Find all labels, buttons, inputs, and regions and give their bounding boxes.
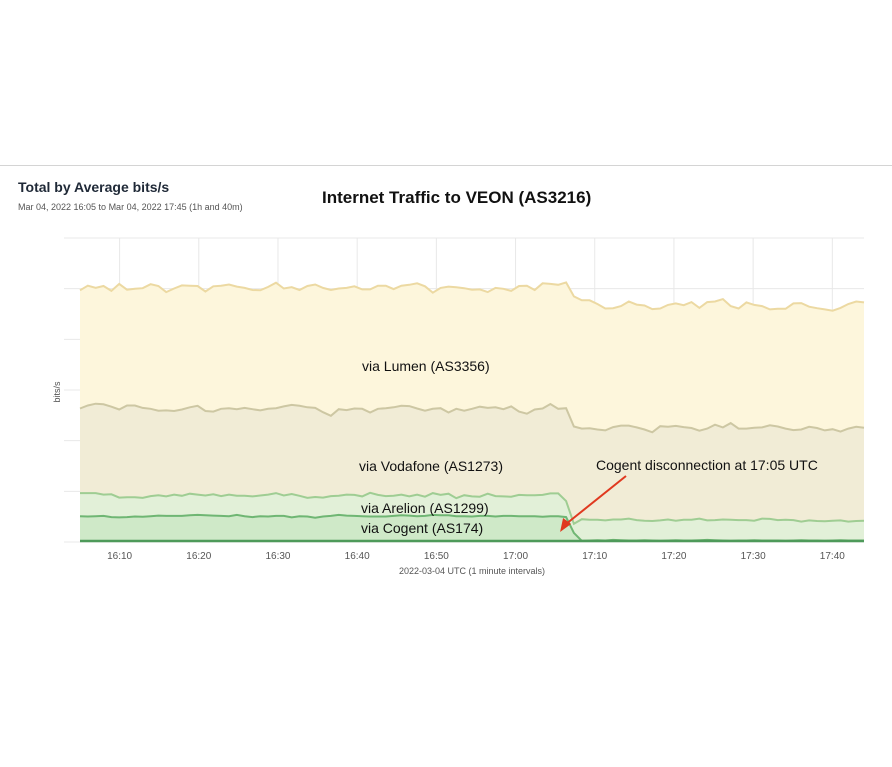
- time-range: Mar 04, 2022 16:05 to Mar 04, 2022 17:45…: [18, 202, 243, 212]
- area-cogent: [80, 514, 864, 542]
- line-arelion: [80, 491, 865, 526]
- x-tick-label: 16:30: [265, 551, 290, 562]
- x-tick-label: 16:40: [345, 551, 370, 562]
- x-axis-ticks: 16:10 16:20 16:30 16:40 16:50 17:00 17:10 17:20…: [107, 551, 845, 562]
- x-tick-label: 17:40: [820, 551, 845, 562]
- series-label-cogent: via Cogent (AS174): [361, 520, 483, 536]
- x-tick-label: 17:20: [661, 551, 686, 562]
- x-tick-label: 17:30: [741, 551, 766, 562]
- x-tick-label: 17:10: [582, 551, 607, 562]
- series-label-arelion: via Arelion (AS1299): [361, 500, 489, 516]
- x-tick-label: 16:50: [424, 551, 449, 562]
- y-axis-label: bits/s: [52, 381, 62, 403]
- arrow-head: [560, 518, 572, 532]
- x-axis-label: 2022-03-04 UTC (1 minute intervals): [399, 566, 545, 576]
- series-labels: via Lumen (AS3356) via Vodafone (AS1273)…: [359, 358, 503, 536]
- x-tick-label: 16:10: [107, 551, 132, 562]
- annotation-text: Cogent disconnection at 17:05 UTC: [596, 457, 818, 473]
- series-label-vodafone: via Vodafone (AS1273): [359, 458, 503, 474]
- chart-title: Internet Traffic to VEON (AS3216): [322, 188, 592, 207]
- annotation-arrow: [560, 475, 627, 532]
- line-vodafone: [79, 402, 865, 434]
- x-tick-label: 16:20: [186, 551, 211, 562]
- panel-title: Total by Average bits/s: [18, 179, 170, 195]
- line-lumen: [79, 281, 865, 312]
- x-tick-label: 17:00: [503, 551, 528, 562]
- stacked-areas: [79, 281, 865, 543]
- series-label-lumen: via Lumen (AS3356): [362, 358, 490, 374]
- arrow-shaft: [565, 475, 627, 525]
- top-divider: [0, 165, 892, 166]
